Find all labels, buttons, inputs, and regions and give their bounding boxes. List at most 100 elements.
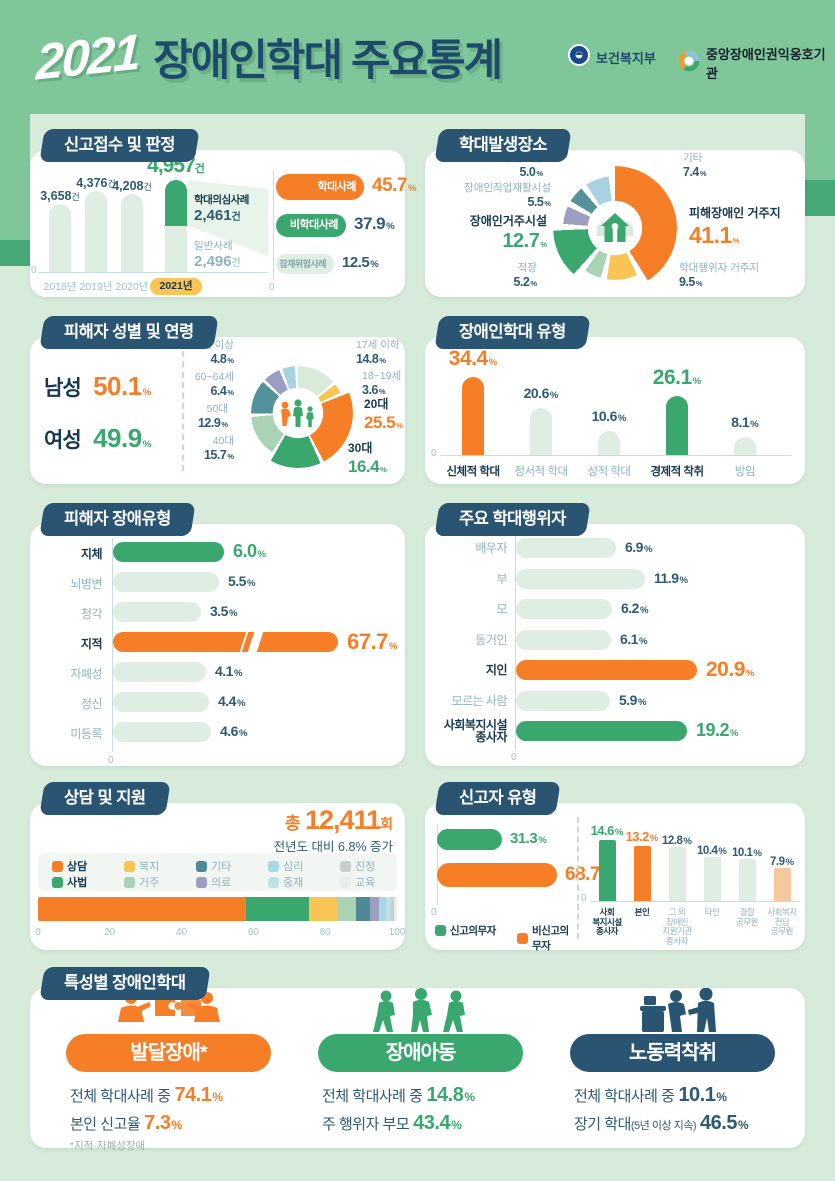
legend-item: 진정 — [340, 858, 375, 874]
legend-swatch — [340, 876, 351, 888]
deco-left-square — [0, 240, 30, 266]
trend-value: 3,658건 — [40, 189, 80, 203]
abuser-label: 동거인 — [475, 633, 507, 647]
donut-label: 기타 7.4% — [683, 152, 707, 180]
role-label: 타인 — [704, 907, 720, 917]
type-value: 10.6% — [591, 408, 627, 424]
legend-item: 기타 — [196, 858, 231, 874]
stack-segment — [355, 897, 371, 921]
ratio-axis-zero: 0 — [431, 907, 437, 918]
ratio-legend-item: 비신고의무자 — [517, 923, 575, 953]
type-label: 성적 학대 — [587, 466, 631, 478]
total-value: 12,411 — [305, 805, 381, 835]
trend-value: 4,376건 — [76, 176, 116, 190]
special-pill: 노동력착취 — [570, 1034, 775, 1072]
gender-stats: 남성 50.1% 여성 49.9% — [44, 337, 184, 484]
legend-label: 복지 — [139, 861, 160, 873]
title-year: 2021 — [35, 23, 140, 91]
disability-label: 정신 — [80, 697, 103, 711]
legend-label: 의료 — [211, 877, 232, 889]
type-label: 경제적 착취 — [650, 466, 704, 478]
abuser-label: 사회복지시설 종사자 — [443, 718, 508, 744]
abuser-label: 부 — [496, 572, 507, 586]
role-bar — [668, 847, 686, 901]
card-main-abusers: 주요 학대행위자 0 배우자 6.9% 부 11.9% 모 6.2% 동거인 6.1% 지인 20.… — [425, 503, 805, 766]
advocacy-logo-label: 중앙장애인권익옹호기관 — [706, 47, 826, 81]
disability-value: 67.7% — [347, 629, 398, 654]
special-stat-line: 전체 학대사례 중 74.1% — [70, 1084, 223, 1106]
legend-item: 상담 — [52, 858, 87, 874]
abuser-bar — [516, 721, 687, 741]
section-title: 특성별 장애인학대 — [64, 974, 186, 992]
counseling-subtitle: 전년도 대비 6.8% 증가 — [273, 840, 393, 854]
trend-axis-zero: 0 — [31, 265, 37, 276]
legend-swatch — [124, 876, 135, 888]
roles-axis — [591, 901, 799, 902]
judgment-value: 45.7% — [372, 174, 417, 196]
legend-label: 진정 — [355, 861, 376, 873]
abuser-label: 모르는 사람 — [451, 694, 507, 708]
axis-tick: 100 — [388, 927, 406, 938]
legend-label: 심리 — [283, 861, 304, 873]
abuser-value: 6.2% — [621, 600, 649, 616]
axis-tick: 0 — [35, 927, 41, 938]
stack-segment — [38, 897, 247, 921]
role-value: 12.8% — [662, 834, 692, 847]
donut-label: 장애인직업재활시설 5.5% — [464, 182, 551, 210]
reporter-roles-chart: 0 14.6% 사회 복지시설 종사자 13.2% 본인 12.8% 그 외 장애인 지원기… — [577, 803, 805, 950]
legend-label: 상담 — [67, 861, 88, 873]
trend-year: 2019년 — [79, 281, 113, 293]
disability-bar — [113, 602, 201, 622]
page-title: 2021 장애인학대 주요통계 — [35, 23, 503, 96]
deco-left-strip — [0, 114, 30, 240]
donut-label: 직장 5.2% — [513, 262, 537, 290]
special-pill: 장애아동 — [318, 1034, 523, 1072]
legend-swatch — [435, 925, 446, 936]
role-value: 7.9% — [769, 855, 795, 868]
special-footnote: *지적·자폐성장애 — [70, 1140, 146, 1152]
legend-label: 거주 — [139, 877, 160, 889]
donut-label: 40대 15.7% — [203, 435, 234, 463]
abuser-label: 지인 — [485, 663, 508, 677]
card-victim-gender-age: 피해자 성별 및 연령 남성 50.1% 여성 49.9% 17세 이하 14.8… — [30, 316, 405, 484]
section-title: 피해자 장애유형 — [64, 510, 171, 528]
judgment-bar: 학대사례 — [276, 174, 364, 200]
section-title: 신고자 유형 — [459, 789, 537, 807]
legend-item: 사법 — [52, 874, 87, 890]
disability-value: 3.5% — [210, 603, 238, 619]
deco-right-square — [805, 180, 835, 216]
section-title-pill: 신고접수 및 판정 — [39, 129, 200, 162]
legend-swatch — [124, 860, 135, 872]
disability-label: 미등록 — [70, 727, 102, 741]
disability-bar — [113, 572, 219, 592]
donut-label: 학대행위자 거주지 9.5% — [679, 262, 760, 290]
axis-tick: 60 — [247, 927, 259, 938]
type-value: 20.6% — [523, 385, 559, 401]
section-title: 학대발생장소 — [459, 136, 548, 154]
role-label: 본인 — [634, 907, 650, 917]
stack-segment — [394, 897, 397, 921]
stack-segment — [390, 897, 395, 921]
abuser-label: 모 — [496, 602, 507, 616]
disability-label: 자폐성 — [70, 667, 102, 681]
abuser-bar — [516, 538, 616, 558]
trend-bar — [49, 204, 71, 272]
role-label: 사회복지 전담 공무원 — [767, 907, 797, 936]
disability-bar — [113, 662, 206, 682]
role-bar — [703, 857, 721, 901]
abuser-label: 배우자 — [475, 541, 507, 555]
card-reports-judgment: 신고접수 및 판정 0 3,658건 2018년 4,376건 2019년 4,208건 2… — [30, 129, 417, 297]
abusers-axis — [515, 536, 516, 750]
trend-axis — [38, 272, 268, 273]
abuser-value: 6.9% — [625, 539, 653, 555]
disability-value: 4.6% — [220, 723, 248, 739]
card-counseling-support: 상담 및 지원 총 12,411회 전년도 대비 6.8% 증가 상담 사법 복지 거… — [30, 782, 406, 950]
children-icon — [328, 988, 513, 1034]
legend-label: 기타 — [211, 861, 232, 873]
counseling-stacked-bar — [38, 897, 397, 921]
role-bar — [773, 868, 791, 901]
special-columns: 발달장애* 전체 학대사례 중 74.1% 본인 신고율 7.3% *지적·자폐성장애 장… — [30, 988, 805, 1152]
title-text: 장애인학대 주요통계 — [153, 37, 503, 85]
legend-item: 심리 — [268, 858, 303, 874]
